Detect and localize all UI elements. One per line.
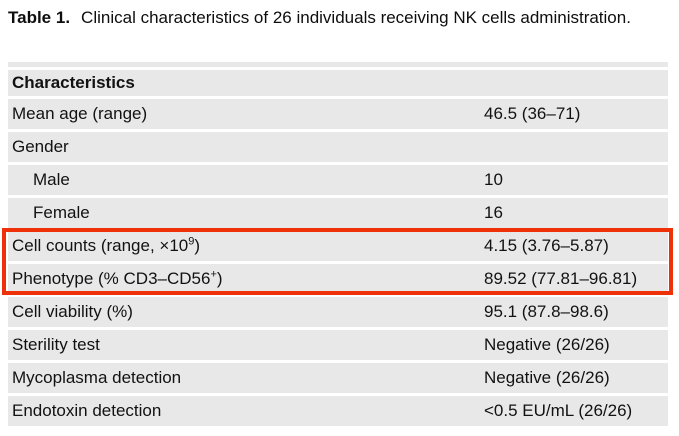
table-row: Mean age (range) 46.5 (36–71) (8, 99, 668, 129)
row-value (484, 132, 668, 162)
table-row: Male 10 (8, 165, 668, 195)
row-label-text: ) (216, 269, 223, 288)
row-value: 16 (484, 203, 503, 222)
row-label: Cell counts (range, ×109) (8, 231, 484, 261)
row-label: Gender (12, 137, 69, 156)
table-caption-text: Clinical characteristics of 26 individua… (81, 8, 631, 27)
row-label-text: Phenotype (% CD3–CD56 (12, 269, 211, 288)
clinical-characteristics-table: Characteristics Mean age (range) 46.5 (3… (2, 62, 673, 429)
table-row: Gender (8, 132, 668, 162)
table-row: Cell counts (range, ×109) 4.15 (3.76–5.8… (8, 231, 668, 261)
row-value: Negative (26/26) (484, 368, 610, 387)
row-label: Mycoplasma detection (12, 368, 182, 387)
row-label: Phenotype (% CD3–CD56+) (8, 264, 484, 294)
highlighted-rows-group: Cell counts (range, ×109) 4.15 (3.76–5.8… (2, 228, 673, 295)
row-value: 89.52 (77.81–96.81) (484, 269, 638, 288)
row-value: 46.5 (36–71) (484, 104, 581, 123)
row-label: Female (33, 203, 90, 222)
row-value: <0.5 EU/mL (26/26) (484, 401, 633, 420)
row-value: Negative (26/26) (484, 335, 610, 354)
table-row: Endotoxin detection <0.5 EU/mL (26/26) (8, 396, 668, 426)
row-value: 95.1 (87.8–98.6) (484, 302, 609, 321)
table-header-row: Characteristics (8, 70, 668, 96)
header-characteristics: Characteristics (12, 73, 135, 92)
table-caption: Table 1. Clinical characteristics of 26 i… (8, 5, 648, 30)
row-label-text: ) (194, 236, 201, 255)
row-label-superscript: 9 (188, 235, 195, 248)
table-row: Phenotype (% CD3–CD56+) 89.52 (77.81–96.… (8, 264, 668, 294)
row-label: Cell viability (%) (12, 302, 133, 321)
row-label-superscript: + (210, 268, 217, 281)
table-top-rule (8, 62, 668, 67)
row-label-text: Cell counts (range, ×10 (12, 236, 189, 255)
row-label: Male (33, 170, 70, 189)
row-label: Mean age (range) (12, 104, 148, 123)
table-row: Female 16 (8, 198, 668, 228)
table-row: Sterility test Negative (26/26) (8, 330, 668, 360)
table-row: Cell viability (%) 95.1 (87.8–98.6) (8, 297, 668, 327)
row-label: Endotoxin detection (12, 401, 162, 420)
row-label: Sterility test (12, 335, 100, 354)
row-value: 10 (484, 170, 503, 189)
row-value: 4.15 (3.76–5.87) (484, 236, 609, 255)
table-row: Mycoplasma detection Negative (26/26) (8, 363, 668, 393)
table-number-label: Table 1. (8, 8, 71, 27)
